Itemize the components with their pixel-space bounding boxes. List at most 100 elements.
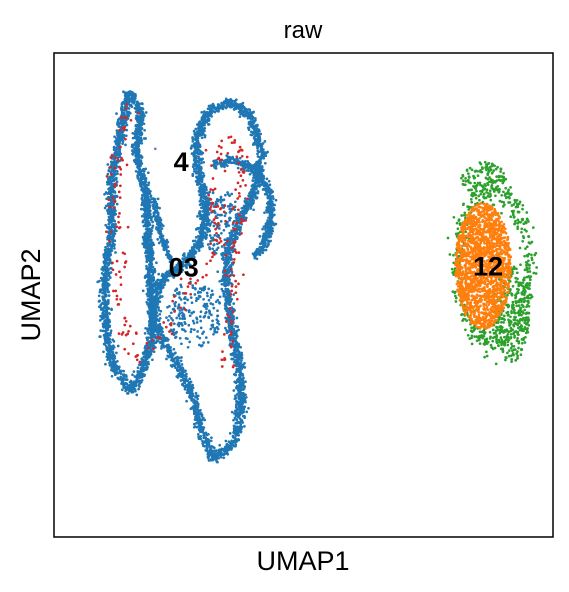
cluster-0-point bbox=[105, 197, 108, 201]
cluster-0-point bbox=[160, 236, 164, 240]
cluster-0-point bbox=[274, 222, 278, 226]
cluster-0-point bbox=[106, 244, 110, 248]
cluster-0-point bbox=[234, 406, 238, 409]
cluster-0-point bbox=[110, 160, 114, 164]
cluster-0-point bbox=[140, 194, 144, 197]
cluster-0-point bbox=[109, 213, 113, 217]
cluster-0-point bbox=[247, 108, 251, 111]
cluster-0-point bbox=[252, 110, 256, 114]
cluster-0-point bbox=[207, 227, 211, 231]
cluster-0-point bbox=[207, 104, 211, 108]
cluster-0-point bbox=[198, 231, 202, 235]
cluster-0-point bbox=[99, 276, 103, 280]
cluster-0-point bbox=[204, 115, 207, 118]
cluster-0-point bbox=[247, 122, 251, 126]
cluster-0-point bbox=[242, 381, 245, 385]
cluster-0-point bbox=[198, 343, 201, 347]
cluster-0-point bbox=[232, 302, 236, 305]
cluster-0-point bbox=[157, 319, 161, 323]
cluster-0-point bbox=[127, 107, 131, 110]
cluster-0-point bbox=[205, 304, 209, 308]
cluster-0-point bbox=[106, 163, 110, 166]
cluster-0-point bbox=[224, 439, 228, 443]
cluster-0-point bbox=[219, 195, 223, 199]
cluster-0-point bbox=[154, 341, 158, 345]
cluster-0-point bbox=[232, 424, 236, 428]
cluster-0-point bbox=[223, 165, 226, 169]
cluster-0-point bbox=[244, 395, 248, 399]
cluster-0-point bbox=[259, 132, 263, 136]
cluster-0-point bbox=[179, 359, 183, 363]
cluster-0-point bbox=[177, 258, 181, 262]
cluster-0-point bbox=[225, 224, 229, 227]
cluster-0-point bbox=[178, 336, 182, 340]
cluster-0-point bbox=[170, 317, 173, 320]
cluster-0-point bbox=[168, 314, 171, 318]
cluster-0-point bbox=[131, 136, 135, 140]
cluster-0-point bbox=[221, 274, 225, 278]
cluster-0-point bbox=[111, 344, 115, 348]
cluster-0-point bbox=[144, 167, 148, 171]
cluster-0-point bbox=[202, 286, 206, 289]
cluster-0-point bbox=[155, 202, 159, 206]
cluster-0-point bbox=[148, 352, 152, 356]
cluster-0-point bbox=[263, 140, 267, 143]
cluster-0-point bbox=[203, 418, 207, 422]
cluster-0-point bbox=[242, 376, 245, 380]
cluster-0-point bbox=[227, 440, 231, 444]
cluster-0-point bbox=[254, 119, 257, 122]
cluster-0-point bbox=[116, 359, 119, 363]
cluster-0-point bbox=[213, 327, 217, 330]
cluster-0-point bbox=[108, 225, 111, 229]
cluster-0-point bbox=[211, 191, 215, 195]
cluster-0-point bbox=[228, 204, 232, 208]
cluster-0-point bbox=[98, 299, 102, 303]
cluster-0-point bbox=[203, 192, 207, 195]
cluster-0-point bbox=[201, 416, 205, 420]
cluster-0-point bbox=[264, 154, 268, 158]
cluster-0-point bbox=[265, 177, 269, 181]
cluster-0-point bbox=[242, 408, 246, 411]
cluster-0-point bbox=[206, 221, 210, 224]
cluster-0-point bbox=[190, 301, 194, 305]
chart-title: raw bbox=[284, 17, 323, 44]
cluster-0-point bbox=[222, 294, 226, 298]
cluster-0-point bbox=[130, 143, 134, 147]
cluster-0-point bbox=[138, 154, 141, 157]
cluster-0-point bbox=[171, 319, 175, 322]
cluster-0-point bbox=[207, 309, 211, 313]
cluster-0-point bbox=[228, 278, 231, 282]
cluster-0-point bbox=[250, 188, 253, 191]
cluster-0-point bbox=[205, 446, 209, 449]
cluster-0-point bbox=[174, 289, 177, 292]
cluster-0-point bbox=[176, 369, 180, 373]
cluster-0-point bbox=[141, 351, 145, 355]
cluster-0-point bbox=[155, 261, 158, 265]
cluster-0-point bbox=[142, 374, 146, 378]
cluster-0-point bbox=[190, 247, 194, 251]
cluster-0-point bbox=[245, 410, 249, 414]
cluster-0-point bbox=[198, 295, 202, 298]
cluster-0-point bbox=[205, 302, 209, 306]
cluster-0-point bbox=[254, 117, 257, 120]
cluster-0-point bbox=[238, 156, 242, 160]
cluster-0-point bbox=[143, 332, 147, 335]
cluster-0-point bbox=[111, 351, 115, 354]
cluster-0-point bbox=[183, 377, 186, 380]
cluster-0-point bbox=[179, 379, 183, 382]
cluster-0-point bbox=[212, 306, 216, 310]
cluster-0-point bbox=[207, 122, 211, 126]
cluster-0-point bbox=[225, 331, 229, 335]
cluster-0-point bbox=[228, 297, 232, 301]
cluster-0-point bbox=[187, 310, 191, 314]
cluster-0-point bbox=[203, 302, 207, 306]
cluster-0-point bbox=[156, 238, 160, 241]
cluster-0-point bbox=[218, 443, 222, 447]
cluster-0-point bbox=[263, 161, 267, 165]
cluster-0-point bbox=[192, 129, 196, 133]
cluster-0-point bbox=[197, 189, 201, 193]
cluster-0-point bbox=[140, 141, 144, 145]
cluster-0-point bbox=[225, 222, 229, 225]
cluster-0-point bbox=[191, 239, 195, 243]
cluster-0-point bbox=[131, 153, 135, 156]
